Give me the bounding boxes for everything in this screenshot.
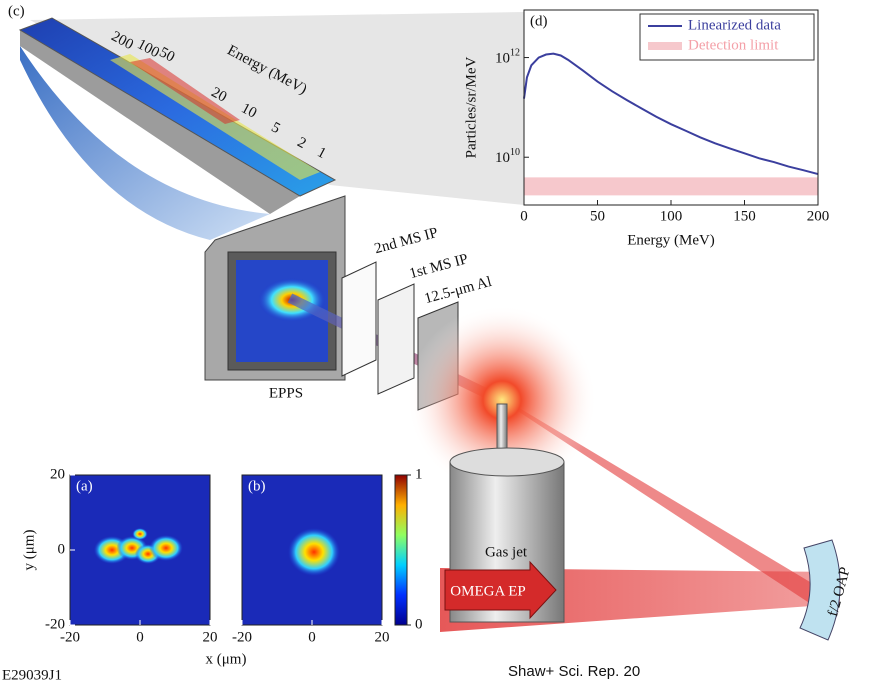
y-tick-base: 10 xyxy=(495,151,510,167)
y-tick-label: 0 xyxy=(58,541,66,557)
y-tick-label: 20 xyxy=(50,466,65,482)
y-tick-label: -20 xyxy=(45,616,65,632)
heatmap-blob xyxy=(288,528,340,576)
figure-id: E29039J1 xyxy=(2,667,62,683)
y-tick-exponent: 10 xyxy=(510,148,520,159)
heatmap-blob xyxy=(149,535,183,561)
y-tick-base: 10 xyxy=(495,51,510,67)
label: 1st MS IP xyxy=(408,251,470,282)
label: EPPS xyxy=(269,385,303,401)
ip-plate xyxy=(342,262,376,376)
y-axis-title: y (μm) xyxy=(21,530,37,571)
ip-plate xyxy=(378,284,414,394)
panel-label: (c) xyxy=(8,3,25,19)
x-tick-label: 20 xyxy=(203,629,218,645)
label: 2nd MS IP xyxy=(373,225,440,257)
label: OMEGA EP xyxy=(450,583,525,599)
y-tick-exponent: 12 xyxy=(510,48,520,59)
panel-label: (d) xyxy=(530,13,548,29)
x-axis-title: x (μm) xyxy=(206,651,247,667)
gas-jet-top xyxy=(450,448,564,476)
x-tick-label: 50 xyxy=(590,208,605,224)
x-tick-label: 20 xyxy=(375,629,390,645)
citation: Shaw+ Sci. Rep. 20 xyxy=(508,663,640,680)
x-tick-label: 0 xyxy=(520,208,528,224)
x-tick-label: 200 xyxy=(807,208,830,224)
x-axis-title: Energy (MeV) xyxy=(627,232,715,248)
x-tick-label: 150 xyxy=(733,208,756,224)
legend-label: Linearized data xyxy=(688,17,781,33)
panel-label: (b) xyxy=(248,478,266,494)
label: Gas jet xyxy=(485,544,528,560)
colorbar-label: 0 xyxy=(415,616,423,632)
x-tick-label: 100 xyxy=(660,208,683,224)
figure: (c) Energy (MeV) 2nd MS IP 1st MS IP 12.… xyxy=(0,0,872,684)
x-tick-label: 0 xyxy=(136,629,144,645)
x-tick-label: -20 xyxy=(232,629,252,645)
colorbar-label: 1 xyxy=(415,466,423,482)
legend-label: Detection limit xyxy=(688,37,779,53)
x-tick-label: 0 xyxy=(308,629,316,645)
panel-label: (a) xyxy=(76,478,93,494)
y-axis-title: Particles/sr/MeV xyxy=(463,57,479,159)
colorbar xyxy=(395,475,407,625)
heatmap-blob xyxy=(132,528,148,540)
